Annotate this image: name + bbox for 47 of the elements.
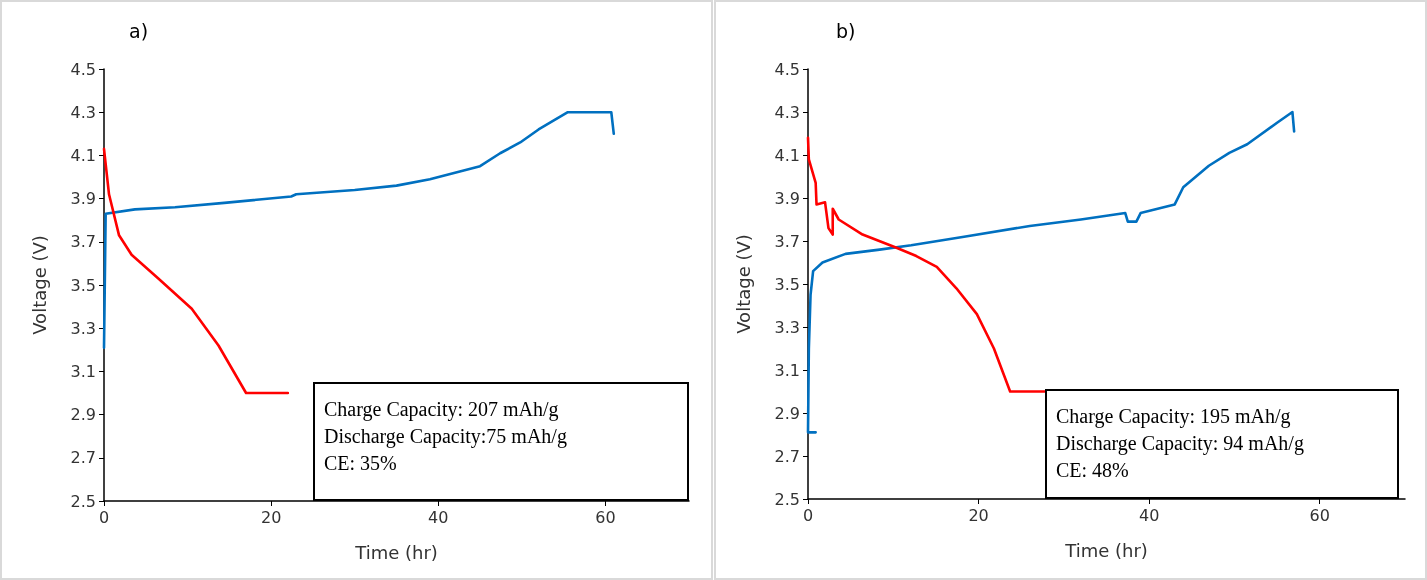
y-tick-label: 2.7 — [774, 446, 800, 466]
y-axis-title: Voltage (V) — [28, 235, 50, 335]
y-tick-label: 4.5 — [70, 59, 96, 79]
y-tick-label: 2.9 — [70, 405, 96, 425]
y-tick-label: 3.9 — [774, 188, 800, 208]
y-tick-label: 2.7 — [70, 448, 96, 468]
x-axis-title: Time (hr) — [1064, 539, 1148, 561]
x-tick-label: 40 — [1138, 505, 1160, 525]
y-tick-label: 3.3 — [70, 318, 96, 338]
x-tick-label: 0 — [802, 505, 814, 525]
annotation: Charge Capacity: 207 mAh/g — [324, 397, 560, 423]
y-tick-label: 3.7 — [70, 232, 96, 252]
chart-title: a) — [129, 19, 149, 42]
line-series — [806, 110, 1296, 434]
chart-title: b) — [836, 19, 856, 42]
annotation: CE: 35% — [324, 451, 398, 476]
y-axis-title: Voltage (V) — [732, 234, 754, 334]
x-axis-title: Time (hr) — [354, 541, 438, 563]
x-tick-label: 60 — [1309, 505, 1330, 525]
y-tick-label: 2.5 — [70, 491, 96, 511]
y-tick-label: 3.7 — [774, 231, 800, 251]
y-tick-label: 4.1 — [70, 145, 96, 165]
annotation: CE: 48% — [1056, 458, 1130, 483]
y-tick-label: 2.5 — [774, 489, 800, 509]
y-tick-label: 4.3 — [774, 102, 800, 122]
note-box: Charge Capacity: 207 mAh/g Discharge Capacity:75 mAh/g CE: 35% — [313, 382, 689, 501]
y-tick-label: 3.5 — [774, 274, 800, 294]
y-tick-label: 2.9 — [774, 403, 800, 423]
y-tick-label: 3.5 — [70, 275, 96, 295]
annotation: Discharge Capacity:75 mAh/g — [324, 424, 568, 450]
y-tick-label: 4.3 — [70, 102, 96, 122]
y-tick-label: 4.5 — [774, 59, 800, 79]
y-tick-label: 3.9 — [70, 189, 96, 209]
x-tick-label: 20 — [968, 505, 989, 525]
note-box: Charge Capacity: 195 mAh/g Discharge Capacity: 94 mAh/g CE: 48% — [1045, 389, 1399, 499]
x-tick-label: 40 — [428, 507, 449, 527]
x-tick-label: 20 — [260, 507, 282, 527]
y-tick-label: 3.3 — [774, 317, 800, 337]
annotation: Charge Capacity: 195 mAh/g — [1056, 404, 1292, 430]
y-tick-label: 3.1 — [70, 361, 96, 381]
y-tick-label: 4.1 — [774, 145, 800, 165]
line-series — [102, 147, 290, 395]
y-tick-label: 3.1 — [774, 360, 800, 380]
x-tick-label: 60 — [595, 507, 616, 527]
line-series — [102, 110, 616, 349]
annotation: Discharge Capacity: 94 mAh/g — [1056, 431, 1305, 457]
x-tick-label: 0 — [98, 507, 110, 527]
